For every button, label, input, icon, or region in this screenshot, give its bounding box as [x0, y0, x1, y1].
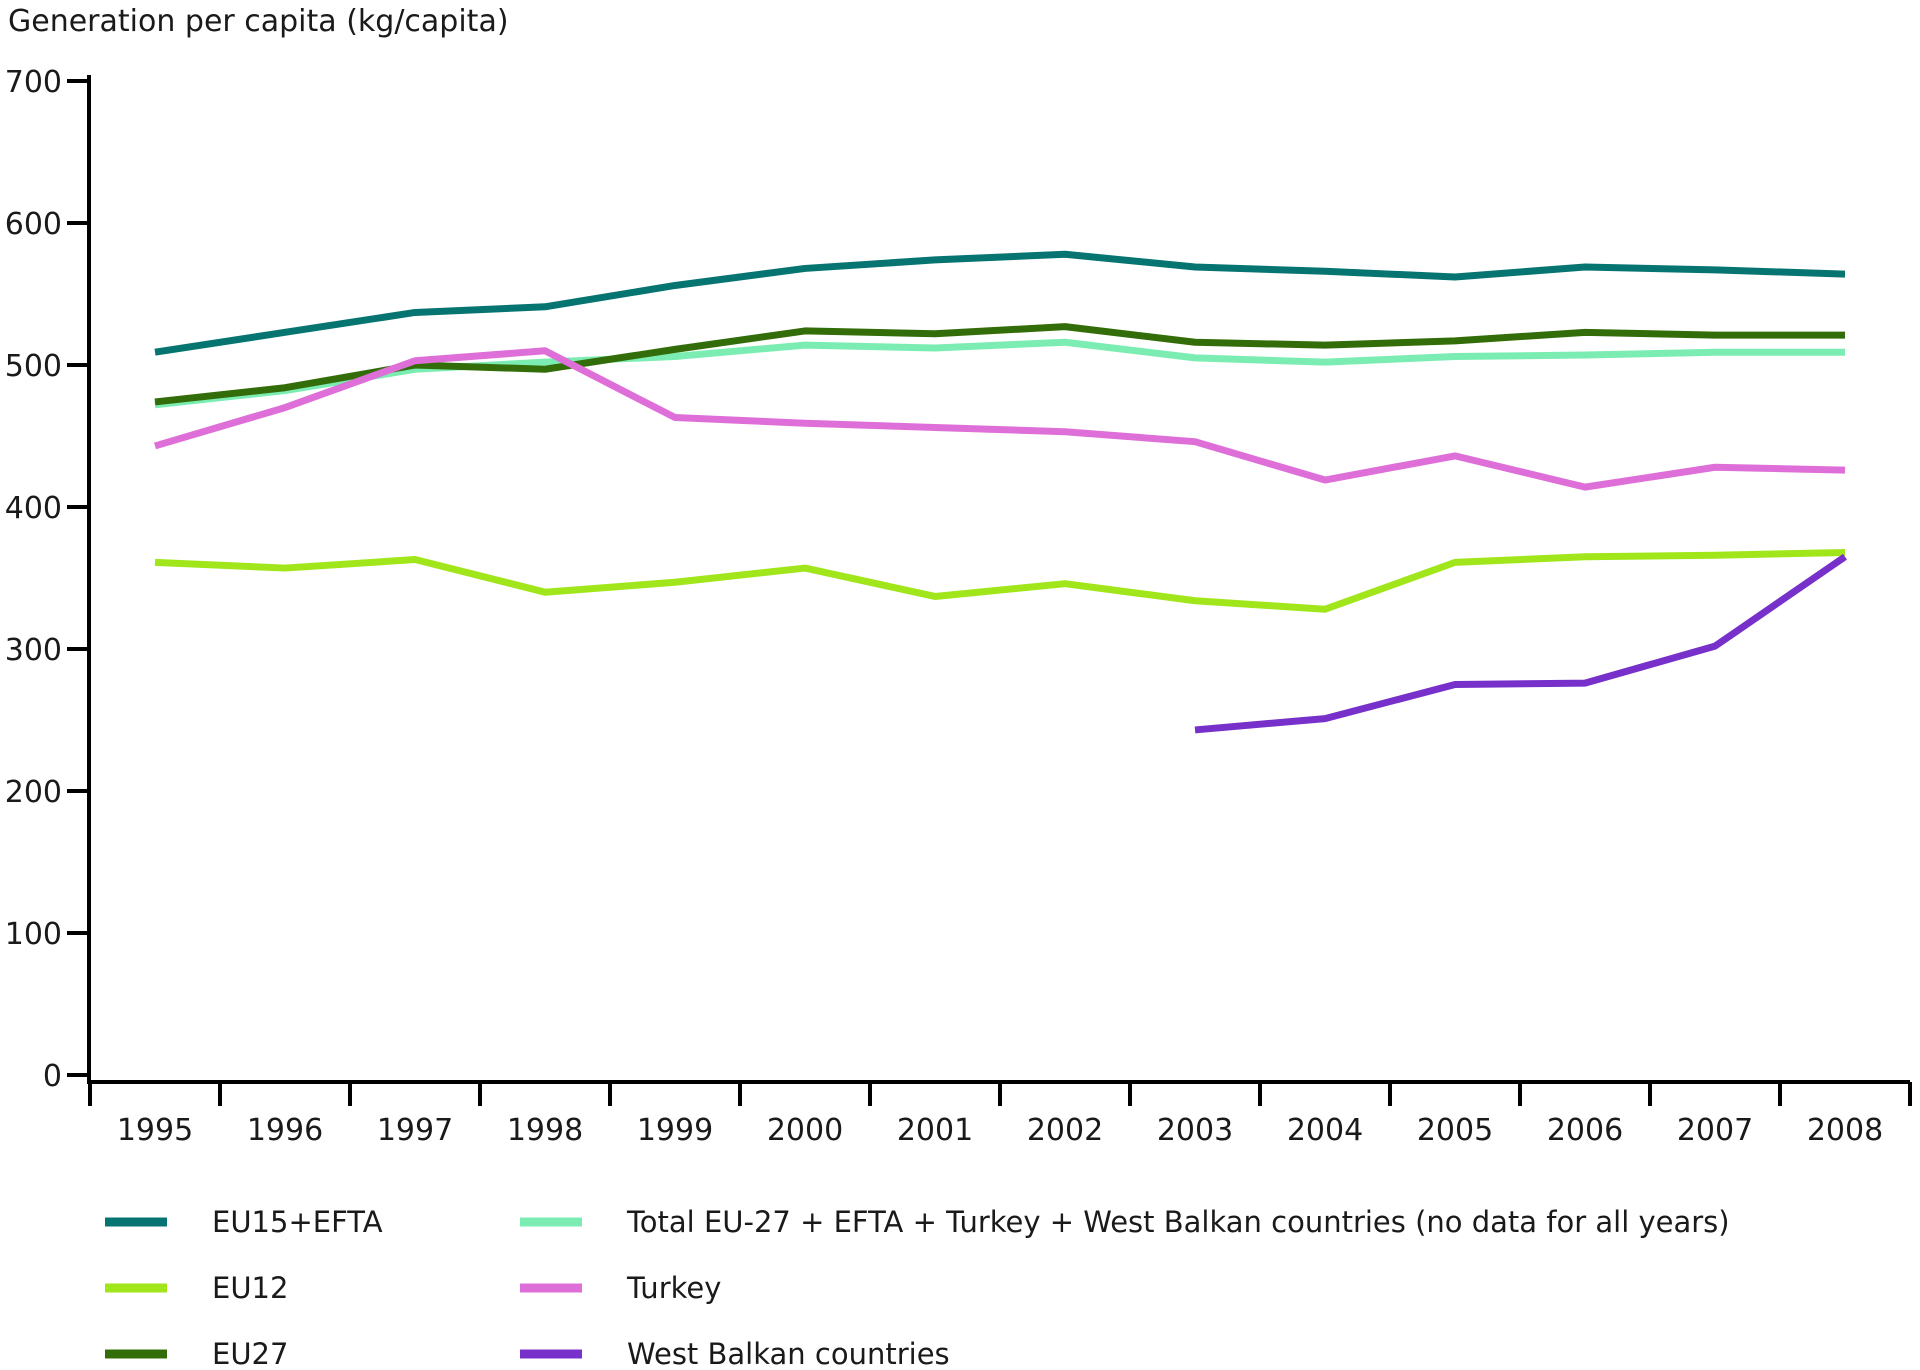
series-line-turkey — [154, 347, 1846, 491]
y-tick-label: 600 — [5, 207, 62, 242]
x-tick-label: 2004 — [1287, 1113, 1363, 1148]
y-tick-label: 400 — [5, 491, 62, 526]
x-tick-label: 1996 — [247, 1113, 323, 1148]
x-tick-label: 2003 — [1157, 1113, 1233, 1148]
legend-label-eu27: EU27 — [212, 1337, 288, 1370]
x-tick-label: 1997 — [377, 1113, 453, 1148]
legend-swatch-eu27 — [105, 1349, 167, 1359]
x-tick-label: 2005 — [1417, 1113, 1493, 1148]
x-tick-label: 2006 — [1547, 1113, 1623, 1148]
series-line-eu27 — [154, 323, 1845, 406]
x-tick-label: 1995 — [117, 1113, 193, 1148]
y-tick-label: 0 — [43, 1059, 62, 1094]
legend-label-total-eu-27-efta-turkey-west-balkan-coun: Total EU-27 + EFTA + Turkey + West Balka… — [626, 1205, 1730, 1239]
series-line-eu15-efta — [154, 250, 1846, 356]
legend-swatch-eu12 — [105, 1283, 167, 1293]
legend-label-eu15-efta: EU15+EFTA — [212, 1205, 383, 1239]
x-tick-label: 2001 — [897, 1113, 973, 1148]
y-tick-label: 200 — [5, 775, 62, 810]
x-tick-label: 2002 — [1027, 1113, 1103, 1148]
legend-label-west-balkan-countries: West Balkan countries — [627, 1337, 950, 1370]
x-tick-label: 1998 — [507, 1113, 583, 1148]
legend-swatch-eu15-efta — [105, 1217, 167, 1227]
y-tick-label: 500 — [5, 349, 62, 384]
series-line-total-eu-27-efta-turkey-west-balkan-coun — [154, 338, 1845, 409]
y-tick-label: 300 — [5, 633, 62, 668]
chart-title: Generation per capita (kg/capita) — [8, 4, 509, 39]
x-tick-label: 2007 — [1677, 1113, 1753, 1148]
legend-label-turkey: Turkey — [626, 1271, 721, 1305]
y-tick-label: 100 — [5, 917, 62, 952]
y-tick-label: 700 — [5, 65, 62, 100]
x-tick-label: 2008 — [1807, 1113, 1883, 1148]
legend-label-eu12: EU12 — [212, 1271, 288, 1305]
series-line-west-balkan-countries — [1194, 553, 1847, 734]
series-line-eu12 — [154, 548, 1846, 613]
legend-swatch-west-balkan-countries — [520, 1349, 582, 1359]
legend-swatch-turkey — [520, 1283, 582, 1293]
legend-swatch-total-eu-27-efta-turkey-west-balkan-coun — [520, 1217, 582, 1227]
x-tick-label: 2000 — [767, 1113, 843, 1148]
x-tick-label: 1999 — [637, 1113, 713, 1148]
